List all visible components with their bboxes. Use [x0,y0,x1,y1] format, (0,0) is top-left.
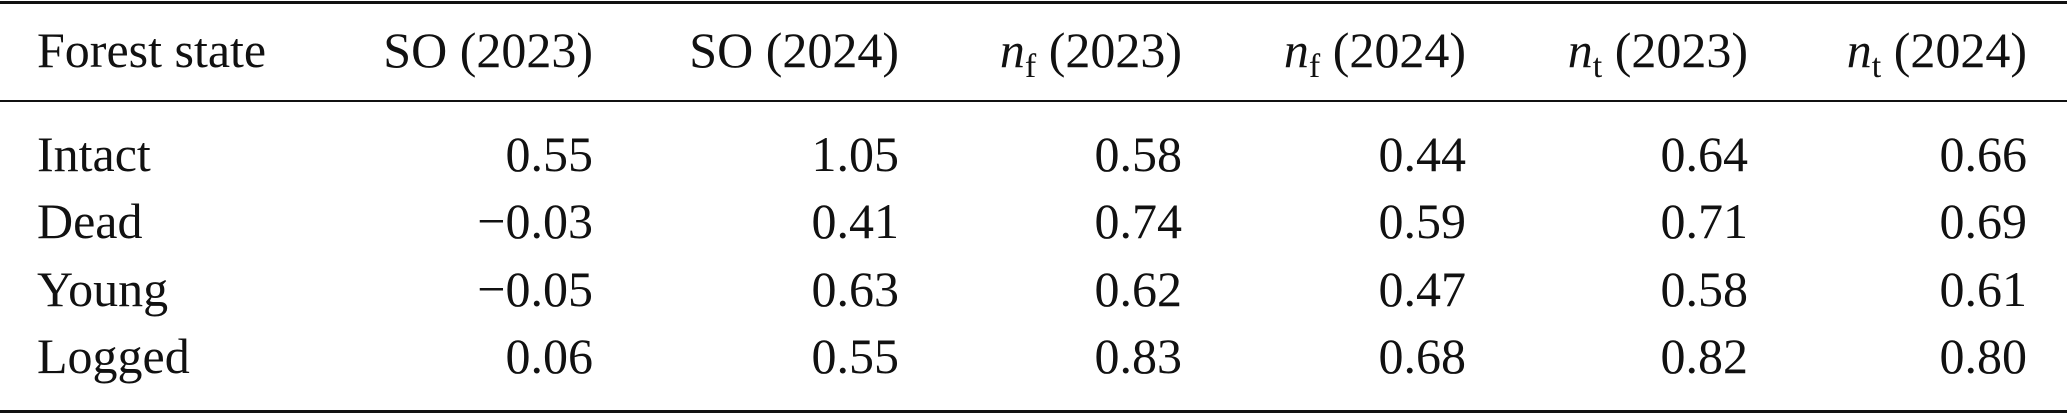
header-text: Forest state [37,22,267,78]
header-subscript: f [1024,48,1037,85]
value-cell: 0.47 [1378,261,1467,317]
value-cell: 0.74 [1094,193,1183,249]
value-cell: 0.59 [1378,193,1467,249]
value-cell: 0.06 [505,328,594,384]
value-cell: 0.63 [811,261,900,317]
value-cell: 0.64 [1660,126,1749,182]
value-cell: −0.05 [477,261,593,317]
header-cell: nt (2024) [1846,22,2027,84]
row-label: Intact [37,126,151,182]
header-subscript: t [1592,48,1603,85]
value-cell: 0.66 [1939,126,2028,182]
header-subscript: t [1871,48,1882,85]
value-cell: 0.44 [1378,126,1467,182]
header-symbol: n [1283,22,1309,78]
value-cell: 0.82 [1660,328,1749,384]
header-cell: nf (2023) [999,22,1182,84]
value-cell: 0.55 [811,328,900,384]
value-cell: 0.55 [505,126,594,182]
value-cell: 0.58 [1094,126,1183,182]
value-cell: 0.58 [1660,261,1749,317]
value-cell: 0.68 [1378,328,1467,384]
header-text: (2024) [1893,22,2027,78]
header-cell: nf (2024) [1283,22,1466,84]
row-label: Young [37,261,169,317]
header-cell: SO (2023) [383,25,593,75]
header-cell: SO (2024) [689,25,899,75]
header-text: (2024) [1332,22,1466,78]
value-cell: 0.83 [1094,328,1183,384]
value-cell: 1.05 [811,126,900,182]
value-cell: 0.69 [1939,193,2028,249]
header-subscript: f [1308,48,1321,85]
top-rule [0,1,2067,4]
value-cell: 0.61 [1939,261,2028,317]
value-cell: 0.62 [1094,261,1183,317]
row-label: Logged [37,328,190,384]
header-text: (2023) [1048,22,1182,78]
header-text: SO (2023) [383,22,593,78]
header-text: SO (2024) [689,22,899,78]
bottom-rule [0,410,2067,413]
value-cell: 0.80 [1939,328,2028,384]
header-cell: Forest state [37,25,266,75]
row-label: Dead [37,193,143,249]
mid-rule [0,100,2067,102]
header-cell: nt (2023) [1567,22,1748,84]
value-cell: −0.03 [477,193,593,249]
value-cell: 0.71 [1660,193,1749,249]
header-text: (2023) [1614,22,1748,78]
value-cell: 0.41 [811,193,900,249]
header-symbol: n [999,22,1025,78]
header-symbol: n [1567,22,1593,78]
header-symbol: n [1846,22,1872,78]
